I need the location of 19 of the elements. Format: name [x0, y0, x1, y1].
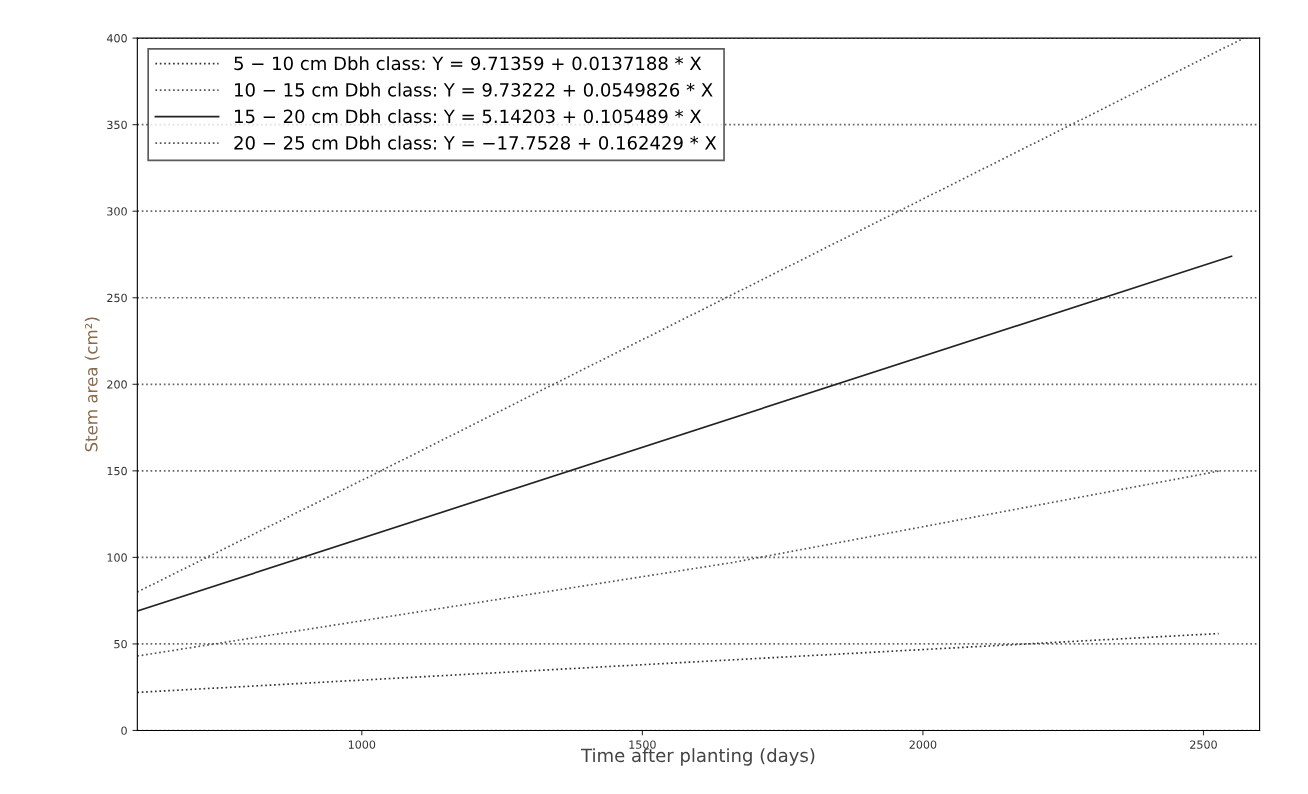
y-tick-label: 50 — [114, 639, 127, 649]
y-tick-label: 400 — [106, 34, 127, 43]
y-tick-label: 300 — [107, 207, 127, 216]
y-tick-label: 100 — [107, 553, 127, 562]
legend-label: 15 − 20 cm Dbh class: Y = 5.14203 + 0.105489 * X — [235, 109, 702, 124]
y-tick-label: 200 — [107, 380, 127, 389]
x-tick-label: 1000 — [348, 740, 376, 749]
y-axis-title: Stem area (cm²) — [84, 317, 100, 452]
x-tick-label: 2000 — [909, 740, 937, 749]
y-tick-label: 0 — [121, 726, 127, 735]
x-axis-title: Time after planting (days) — [581, 748, 815, 766]
x-tick-label: 2500 — [1190, 740, 1217, 749]
y-tick-label: 250 — [107, 293, 127, 303]
legend-label: 20 − 25 cm Dbh class: Y = −17.7528 + 0.162429 * X — [234, 135, 717, 150]
legend-label: 5 − 10 cm Dbh class: Y = 9.71359 + 0.0137188 * X — [234, 56, 702, 71]
y-tick-label: 150 — [107, 466, 127, 476]
x-tick-label: 1500 — [629, 740, 656, 749]
y-tick-label: 350 — [107, 120, 127, 130]
legend-label: 10 − 15 cm Dbh class: Y = 9.73222 + 0.0549826 * X — [235, 82, 713, 97]
